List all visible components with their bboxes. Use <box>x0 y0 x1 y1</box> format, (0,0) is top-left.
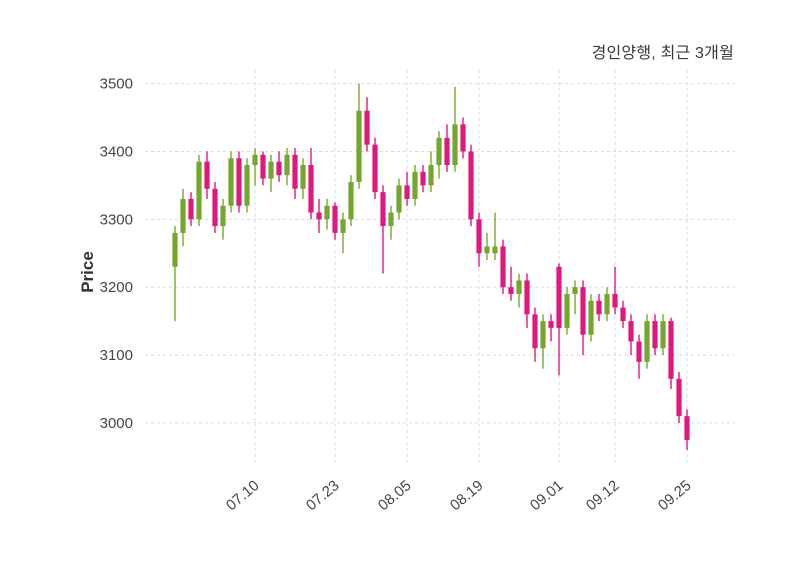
candle-body <box>564 293 570 328</box>
candle-body <box>412 171 418 199</box>
candle-body <box>380 192 386 227</box>
candle-body <box>404 185 410 199</box>
candle-body <box>636 341 642 362</box>
candle-body <box>444 137 450 166</box>
x-tick-label: 09.25 <box>655 477 695 514</box>
candle-body <box>228 158 234 206</box>
candle-body <box>548 321 554 328</box>
candle-body <box>628 321 634 342</box>
candle-body <box>260 154 266 179</box>
candle-body <box>332 205 338 233</box>
candle-body <box>524 280 530 315</box>
candle-body <box>436 137 442 166</box>
x-tick-label: 09.01 <box>527 477 567 514</box>
candle-body <box>516 280 522 294</box>
candle-body <box>172 232 178 267</box>
candle-body <box>604 293 610 315</box>
candle-body <box>348 181 354 220</box>
candle-body <box>484 246 490 254</box>
x-tick-label: 09.12 <box>583 477 623 514</box>
candle-body <box>396 185 402 213</box>
candle-body <box>644 321 650 362</box>
candle-body <box>572 287 578 294</box>
candle-body <box>220 205 226 227</box>
y-tick-label: 3200 <box>100 279 133 296</box>
candle-body <box>660 321 666 349</box>
candle-body <box>428 165 434 186</box>
x-tick-label: 08.19 <box>447 477 487 514</box>
y-tick-label: 3000 <box>100 415 133 432</box>
candle-body <box>268 161 274 179</box>
candle-body <box>244 165 250 206</box>
candle-body <box>684 416 690 440</box>
candle-body <box>476 219 482 254</box>
candle-body <box>556 266 562 328</box>
candle-body <box>292 154 298 189</box>
x-tick-label: 07.23 <box>303 477 343 514</box>
candle-body <box>420 171 426 186</box>
x-tick-label: 08.05 <box>375 477 415 514</box>
candle-body <box>388 212 394 227</box>
candle-body <box>620 307 626 322</box>
candle-body <box>652 321 658 349</box>
candle-body <box>460 124 466 152</box>
candle-body <box>580 287 586 335</box>
y-tick-label: 3400 <box>100 143 133 160</box>
candle-body <box>340 219 346 233</box>
x-tick-label: 07.10 <box>223 477 263 514</box>
candle-body <box>668 321 674 379</box>
candle-body <box>612 293 618 308</box>
candle-body <box>236 158 242 206</box>
candle-body <box>588 300 594 335</box>
candle-body <box>364 110 370 145</box>
candle-body <box>324 205 330 220</box>
candle-body <box>508 287 514 294</box>
candle-body <box>468 151 474 220</box>
candle-body <box>252 154 258 166</box>
candle-body <box>180 198 186 233</box>
candle-body <box>676 378 682 417</box>
candle-body <box>372 144 378 193</box>
candle-body <box>492 246 498 254</box>
candle-body <box>212 188 218 227</box>
y-tick-label: 3500 <box>100 76 133 93</box>
candle-body <box>276 161 282 176</box>
candle-body <box>596 300 602 315</box>
candle-body <box>284 154 290 176</box>
candle-body <box>452 124 458 166</box>
candle-body <box>188 198 194 220</box>
candle-body <box>300 165 306 189</box>
chart-title: 경인양행, 최근 3개월 <box>591 45 734 62</box>
candle-body <box>540 321 546 349</box>
candle-body <box>500 246 506 288</box>
candle-body <box>204 161 210 189</box>
candle-body <box>196 161 202 220</box>
candle-body <box>308 165 314 213</box>
y-tick-label: 3100 <box>100 347 133 364</box>
candle-body <box>356 110 362 182</box>
candle-body <box>532 314 538 349</box>
y-tick-label: 3300 <box>100 211 133 228</box>
candle-body <box>316 212 322 220</box>
